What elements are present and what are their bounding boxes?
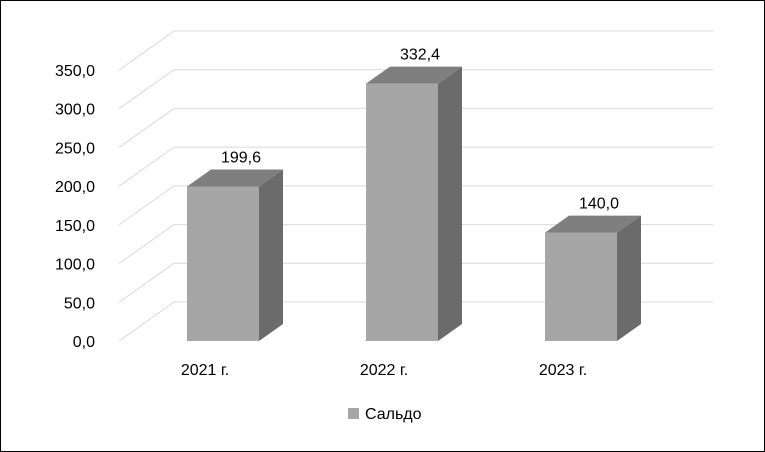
bar-front [366, 83, 438, 341]
bar-side [438, 66, 462, 341]
x-tick-label: 2022 г. [360, 362, 408, 379]
data-label: 332,4 [400, 47, 440, 64]
y-tick-label: 200,0 [55, 179, 95, 196]
bar-front [187, 186, 259, 341]
bar-top [545, 215, 641, 233]
gridline-diagonal [118, 185, 175, 226]
bar-top [366, 66, 462, 84]
y-tick-label: 0,0 [73, 334, 95, 351]
legend-label: Сальдо [365, 406, 422, 423]
y-tick-label: 350,0 [55, 63, 95, 80]
gridline-diagonal [118, 146, 175, 187]
bar-top [187, 169, 283, 187]
x-tick-label: 2021 г. [181, 362, 229, 379]
gridline-diagonal [118, 224, 175, 264]
legend-swatch [348, 408, 359, 419]
gridline-diagonal [118, 301, 175, 342]
data-label: 199,6 [221, 149, 261, 166]
gridline-diagonal [118, 30, 175, 71]
y-tick-label: 250,0 [55, 140, 95, 157]
gridline-diagonal [118, 69, 175, 110]
gridline-diagonal [118, 262, 175, 303]
bar-side [617, 215, 641, 341]
gridline-diagonal [118, 108, 175, 148]
bar-side [259, 169, 283, 341]
y-tick-label: 150,0 [55, 218, 95, 235]
y-tick-label: 300,0 [55, 102, 95, 119]
data-label: 140,0 [579, 196, 619, 213]
y-tick-label: 50,0 [64, 295, 95, 312]
y-tick-label: 100,0 [55, 257, 95, 274]
bar-front [545, 232, 617, 341]
x-tick-label: 2023 г. [539, 362, 587, 379]
